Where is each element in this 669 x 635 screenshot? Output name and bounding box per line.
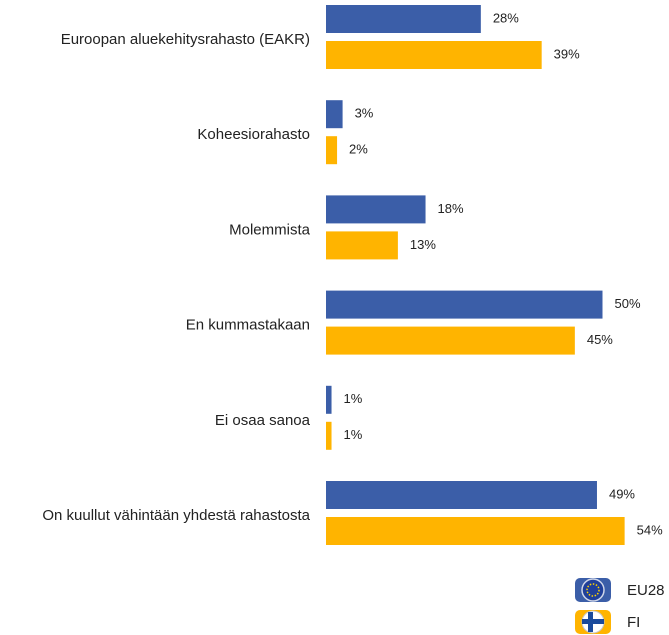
bar — [326, 231, 398, 260]
bar — [326, 290, 603, 319]
bar — [326, 385, 332, 414]
bar — [326, 41, 542, 69]
bar — [326, 5, 481, 33]
value-label: 50% — [615, 296, 641, 311]
legend-label: EU28 — [627, 582, 665, 599]
value-label: 49% — [609, 486, 635, 501]
value-label: 45% — [587, 332, 613, 347]
legend-icon — [581, 578, 605, 602]
category-label: On kuullut vähintään yhdestä rahastosta — [42, 507, 310, 524]
value-label: 39% — [554, 46, 580, 61]
value-label: 1% — [344, 391, 363, 406]
legend-icon — [586, 583, 600, 597]
legend — [575, 578, 611, 634]
value-label: 28% — [493, 10, 519, 25]
value-label: 1% — [344, 427, 363, 442]
value-label: 3% — [355, 106, 374, 121]
bar — [326, 326, 575, 355]
category-label: Euroopan aluekehitysrahasto (EAKR) — [61, 31, 310, 48]
bar — [326, 481, 597, 509]
value-label: 13% — [410, 237, 436, 252]
value-label: 54% — [637, 522, 663, 537]
category-label: En kummastakaan — [186, 317, 310, 334]
category-label: Koheesiorahasto — [197, 126, 310, 143]
bar — [326, 136, 338, 165]
category-label: Ei osaa sanoa — [215, 412, 311, 429]
legend-icon — [588, 612, 593, 632]
bar — [326, 421, 332, 450]
legend-label: FI — [627, 614, 640, 631]
bar — [326, 195, 426, 224]
bar — [326, 100, 343, 129]
bar — [326, 517, 625, 545]
value-label: 18% — [438, 201, 464, 216]
value-label: 2% — [349, 142, 368, 157]
category-label: Molemmista — [229, 221, 311, 238]
